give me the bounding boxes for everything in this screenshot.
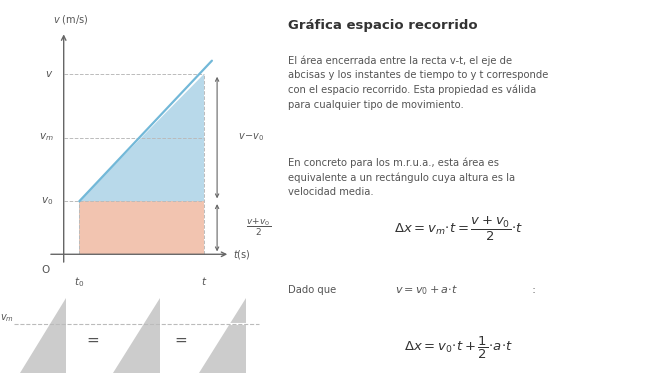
Text: $v = v_0 + a{\cdot}t$: $v = v_0 + a{\cdot}t$ — [395, 283, 458, 296]
Polygon shape — [20, 298, 66, 373]
Text: $\Delta x = v_0 \!\cdot\! t + \dfrac{1}{2} \!\cdot\! a{\cdot}t$: $\Delta x = v_0 \!\cdot\! t + \dfrac{1}{… — [404, 335, 513, 361]
Text: $v$ (m/s): $v$ (m/s) — [53, 13, 89, 26]
Polygon shape — [113, 298, 160, 373]
Text: $v_0$: $v_0$ — [41, 195, 53, 207]
Polygon shape — [199, 298, 246, 373]
Text: =: = — [174, 333, 187, 347]
Text: Dado que: Dado que — [288, 285, 339, 294]
Text: $v_m$: $v_m$ — [38, 132, 53, 144]
Text: $\dfrac{v\!+\!v_0}{2}$: $\dfrac{v\!+\!v_0}{2}$ — [246, 217, 271, 238]
Text: $\Delta x = v_m \!\cdot\! t = \dfrac{v + v_0}{2} \!\cdot\! t$: $\Delta x = v_m \!\cdot\! t = \dfrac{v +… — [393, 216, 523, 243]
Text: :: : — [528, 285, 536, 294]
Text: $v$: $v$ — [45, 69, 53, 79]
Text: Gráfica espacio recorrido: Gráfica espacio recorrido — [288, 19, 478, 32]
Text: $t$: $t$ — [201, 275, 207, 287]
Text: O: O — [42, 265, 49, 275]
Text: $t$(s): $t$(s) — [233, 248, 250, 261]
Text: El área encerrada entre la recta v-t, el eje de
abcisas y los instantes de tiemp: El área encerrada entre la recta v-t, el… — [288, 55, 548, 110]
Polygon shape — [79, 74, 204, 201]
Text: $t_0$: $t_0$ — [74, 275, 85, 289]
Polygon shape — [79, 201, 204, 254]
Text: =: = — [86, 333, 99, 347]
Text: $v\!-\!v_0$: $v\!-\!v_0$ — [238, 132, 264, 144]
Text: En concreto para los m.r.u.a., esta área es
equivalente a un rectángulo cuya alt: En concreto para los m.r.u.a., esta área… — [288, 157, 515, 197]
Text: $v_m$: $v_m$ — [1, 313, 14, 324]
